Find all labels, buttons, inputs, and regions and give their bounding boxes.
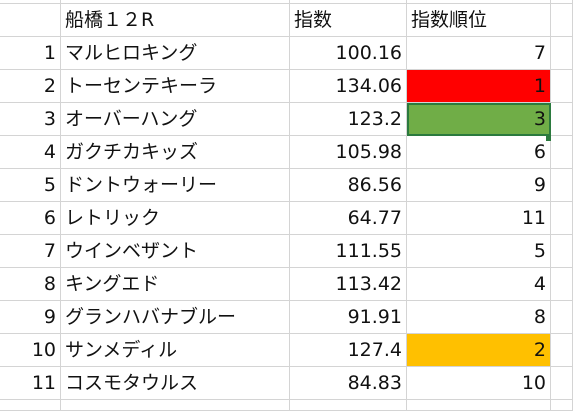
grid-cell[interactable] <box>290 0 407 4</box>
horse-name-cell[interactable]: レトリック <box>61 202 290 235</box>
grid-cell[interactable] <box>0 400 61 411</box>
grid-cell[interactable] <box>290 400 407 411</box>
grid-cell[interactable] <box>61 400 290 411</box>
index-value-cell[interactable]: 64.77 <box>290 202 407 235</box>
row-number-cell[interactable]: 3 <box>0 103 61 136</box>
rank-cell[interactable]: 4 <box>407 268 551 301</box>
row-number-cell[interactable]: 11 <box>0 367 61 400</box>
grid-cell[interactable] <box>551 268 573 301</box>
row-number-cell[interactable]: 7 <box>0 235 61 268</box>
grid-cell[interactable] <box>551 334 573 367</box>
grid-cell[interactable] <box>551 235 573 268</box>
index-value-cell[interactable]: 127.4 <box>290 334 407 367</box>
index-value-cell[interactable]: 134.06 <box>290 70 407 103</box>
rank-cell[interactable]: 9 <box>407 169 551 202</box>
index-value-cell[interactable]: 123.2 <box>290 103 407 136</box>
rank-cell[interactable]: 5 <box>407 235 551 268</box>
rank-cell[interactable]: 11 <box>407 202 551 235</box>
horse-name-cell[interactable]: キングエド <box>61 268 290 301</box>
row-number-cell[interactable]: 5 <box>0 169 61 202</box>
rank-cell-highlight-gold[interactable]: 2 <box>407 334 551 367</box>
horse-name-cell[interactable]: ガクチカキッズ <box>61 136 290 169</box>
index-value-cell[interactable]: 111.55 <box>290 235 407 268</box>
grid-cell[interactable] <box>61 0 290 4</box>
index-value-cell[interactable]: 113.42 <box>290 268 407 301</box>
index-value-cell[interactable]: 84.83 <box>290 367 407 400</box>
fill-handle[interactable] <box>546 136 551 141</box>
rank-cell[interactable]: 6 <box>407 136 551 169</box>
index-value-cell[interactable]: 100.16 <box>290 37 407 70</box>
horse-name-cell[interactable]: ウインベザント <box>61 235 290 268</box>
grid-cell[interactable] <box>407 400 551 411</box>
grid-cell[interactable] <box>551 4 573 37</box>
horse-name-cell[interactable]: サンメディル <box>61 334 290 367</box>
horse-name-cell[interactable]: マルヒロキング <box>61 37 290 70</box>
header-index[interactable]: 指数 <box>290 4 407 37</box>
grid-cell[interactable] <box>0 0 61 4</box>
rank-cell[interactable]: 8 <box>407 301 551 334</box>
rank-cell-highlight-red[interactable]: 1 <box>407 70 551 103</box>
index-value-cell[interactable]: 86.56 <box>290 169 407 202</box>
grid-cell[interactable] <box>551 301 573 334</box>
header-index-rank[interactable]: 指数順位 <box>407 4 551 37</box>
grid-cell[interactable] <box>551 169 573 202</box>
row-number-cell[interactable]: 1 <box>0 37 61 70</box>
row-number-cell[interactable]: 8 <box>0 268 61 301</box>
horse-name-cell[interactable]: オーバーハング <box>61 103 290 136</box>
horse-name-cell[interactable]: グランハバナブルー <box>61 301 290 334</box>
horse-name-cell[interactable]: コスモタウルス <box>61 367 290 400</box>
horse-name-cell[interactable]: ドントウォーリー <box>61 169 290 202</box>
grid-cell[interactable] <box>407 0 551 4</box>
index-value-cell[interactable]: 105.98 <box>290 136 407 169</box>
row-number-cell[interactable]: 10 <box>0 334 61 367</box>
row-number-cell[interactable]: 4 <box>0 136 61 169</box>
rank-cell[interactable]: 10 <box>407 367 551 400</box>
row-number-cell[interactable]: 2 <box>0 70 61 103</box>
grid-cell[interactable] <box>551 136 573 169</box>
row-number-cell[interactable]: 9 <box>0 301 61 334</box>
horse-name-cell[interactable]: トーセンテキーラ <box>61 70 290 103</box>
grid-cell[interactable] <box>551 400 573 411</box>
index-value-cell[interactable]: 91.91 <box>290 301 407 334</box>
header-race-name[interactable]: 船橋１２R <box>61 4 290 37</box>
grid-cell[interactable] <box>551 103 573 136</box>
row-number-cell[interactable]: 6 <box>0 202 61 235</box>
grid-cell[interactable] <box>551 202 573 235</box>
grid-cell[interactable] <box>551 70 573 103</box>
grid-cell[interactable] <box>551 37 573 70</box>
rank-cell[interactable]: 7 <box>407 37 551 70</box>
grid-cell[interactable] <box>551 367 573 400</box>
rank-cell-highlight-green[interactable]: 3 <box>407 103 551 136</box>
header-rownum-cell[interactable] <box>0 4 61 37</box>
